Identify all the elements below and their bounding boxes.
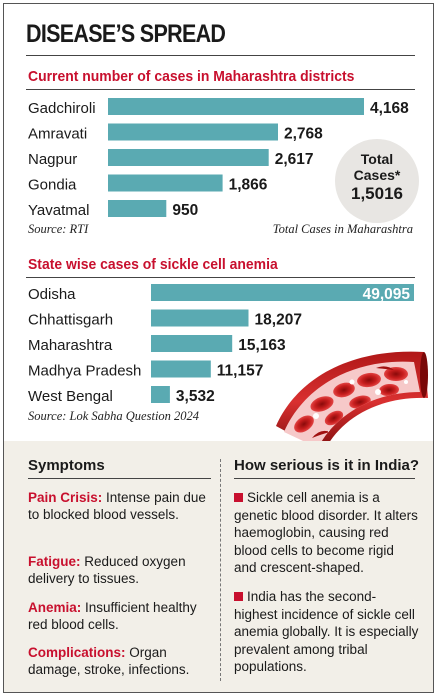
value-label: 1,866 xyxy=(229,177,268,194)
category-label: Gondia xyxy=(28,177,77,194)
value-label: 15,163 xyxy=(238,337,286,354)
category-label: Madhya Pradesh xyxy=(28,363,141,380)
page-title: DISEASE’S SPREAD xyxy=(26,20,226,48)
bar xyxy=(151,360,211,378)
infographic: DISEASE’S SPREAD Current number of cases… xyxy=(3,3,434,693)
column-divider xyxy=(220,459,221,681)
category-label: Gadchiroli xyxy=(28,100,96,117)
total-bubble-value: 1,5016 xyxy=(351,184,403,203)
symptom-key: Anemia: xyxy=(28,600,82,615)
symptom-pain-crisis: Pain Crisis: Intense pain due to blocked… xyxy=(28,489,218,523)
value-label: 4,168 xyxy=(370,100,409,117)
symptom-key: Fatigue: xyxy=(28,554,81,569)
value-label: 2,617 xyxy=(275,151,314,168)
total-bubble-line2: Cases* xyxy=(353,167,401,183)
chart2-plot: Odisha 49,095 Chhattisgarh 18,207 Maharashtr… xyxy=(28,284,414,405)
symptoms-heading: Symptoms xyxy=(28,457,105,474)
bar xyxy=(151,386,170,403)
symptom-text: Organ damage, stroke, infections. xyxy=(28,645,190,677)
category-label: Amravati xyxy=(28,126,87,143)
bar xyxy=(151,335,233,352)
bar xyxy=(108,174,223,192)
chart2-rule xyxy=(26,277,415,278)
chart2-source: Source: Lok Sabha Question 2024 xyxy=(28,409,200,423)
category-label: West Bengal xyxy=(28,388,113,405)
chart1-source: Source: RTI xyxy=(28,222,89,236)
total-cases-bubble: Total Cases* 1,5016 xyxy=(335,139,419,223)
chart1-rule xyxy=(26,89,415,90)
bullet-square-icon xyxy=(234,493,243,502)
bar xyxy=(151,284,414,301)
chart1-plot: Gadchiroli 4,168 Amravati 2,768 Nagpur 2,617 G… xyxy=(28,98,409,219)
symptoms-rule xyxy=(28,478,211,479)
chart1-title: Current number of cases in Maharashtra d… xyxy=(28,68,355,85)
bar-charts: Gadchiroli 4,168 Amravati 2,768 Nagpur 2,617 G… xyxy=(28,98,414,405)
chart1-total-note: Total Cases in Maharashtra xyxy=(272,222,413,236)
chart2-title: State wise cases of sickle cell anemia xyxy=(28,256,278,273)
serious-text: India has the second-highest incidence o… xyxy=(234,589,419,674)
symptom-text: Intense pain due to blocked blood vessel… xyxy=(28,490,206,522)
serious-paragraph-2: India has the second-highest incidence o… xyxy=(234,588,419,676)
serious-text: Sickle cell anemia is a genetic blood di… xyxy=(234,490,418,575)
symptom-text: Insufficient healthy red blood cells. xyxy=(28,600,197,632)
title-rule xyxy=(26,55,415,56)
symptom-key: Complications: xyxy=(28,645,126,660)
info-panel xyxy=(4,441,433,692)
symptom-fatigue: Fatigue: Reduced oxygen delivery to tiss… xyxy=(28,553,218,587)
value-label: 11,157 xyxy=(217,363,264,380)
category-label: Odisha xyxy=(28,286,76,303)
category-label: Nagpur xyxy=(28,151,77,168)
value-label: 49,095 xyxy=(363,286,411,303)
bar xyxy=(151,309,249,327)
blood-vessel-illustration xyxy=(276,351,428,452)
bullet-square-icon xyxy=(234,592,243,601)
value-label: 18,207 xyxy=(255,312,302,329)
value-label: 950 xyxy=(172,202,198,219)
serious-paragraph-1: Sickle cell anemia is a genetic blood di… xyxy=(234,489,419,577)
value-label: 3,532 xyxy=(176,388,215,405)
bar xyxy=(108,200,167,217)
serious-heading: How serious is it in India? xyxy=(234,457,420,474)
value-label: 2,768 xyxy=(284,126,323,143)
bar xyxy=(108,123,278,141)
total-bubble-line1: Total xyxy=(360,151,394,167)
category-label: Maharashtra xyxy=(28,337,113,354)
symptom-text: Reduced oxygen delivery to tissues. xyxy=(28,554,186,586)
bar xyxy=(108,98,364,115)
bar xyxy=(108,149,269,166)
category-label: Chhattisgarh xyxy=(28,312,113,329)
symptom-key: Pain Crisis: xyxy=(28,490,103,505)
symptom-anemia: Anemia: Insufficient healthy red blood c… xyxy=(28,599,218,633)
symptom-complications: Complications: Organ damage, stroke, inf… xyxy=(28,644,218,678)
serious-rule xyxy=(234,478,415,479)
category-label: Yavatmal xyxy=(28,202,89,219)
